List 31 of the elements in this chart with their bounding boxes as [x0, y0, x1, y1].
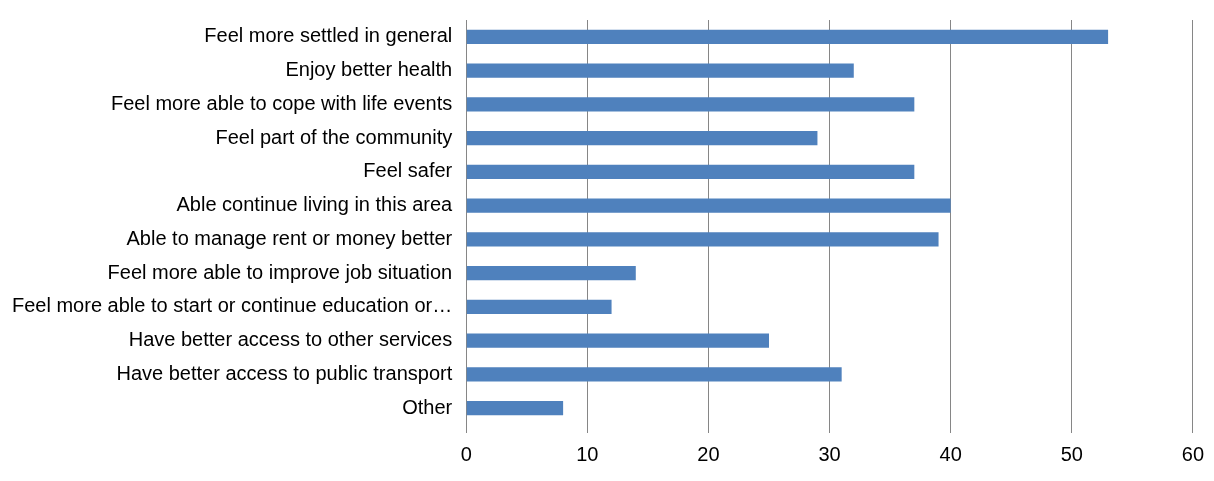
bar	[466, 164, 915, 179]
y-tick-label: Able continue living in this area	[176, 193, 454, 216]
x-tick-label: 30	[818, 442, 841, 465]
bar	[466, 131, 818, 146]
x-tick-label: 20	[697, 442, 720, 465]
bar	[466, 97, 915, 112]
y-tick-label: Feel more able to improve job situation	[107, 260, 453, 283]
bar	[466, 401, 564, 416]
y-tick-label: Feel more settled in general	[204, 24, 453, 47]
x-tick-label: 40	[939, 442, 962, 465]
bar	[466, 299, 612, 314]
y-tick-label: Feel safer	[363, 159, 453, 182]
y-tick-label: Other	[402, 395, 453, 418]
y-tick-label: Able to manage rent or money better	[126, 226, 453, 249]
y-tick-label: Enjoy better health	[285, 58, 453, 81]
y-tick-label: Feel more able to cope with life events	[110, 91, 453, 114]
y-tick-label: Feel part of the community	[215, 125, 453, 148]
x-tick-label: 10	[576, 442, 599, 465]
x-tick-label: 50	[1060, 442, 1083, 465]
y-tick-label: Have better access to public transport	[116, 361, 453, 384]
bar	[466, 63, 854, 78]
bar	[466, 333, 769, 348]
x-tick-label: 0	[460, 442, 472, 465]
bar	[466, 232, 939, 247]
y-tick-label: Feel more able to start or continue education or…	[12, 294, 453, 317]
x-tick-label: 60	[1181, 442, 1204, 465]
bar	[466, 367, 842, 382]
bar	[466, 198, 951, 213]
bar	[466, 29, 1109, 44]
bar	[466, 266, 636, 281]
y-tick-label: Have better access to other services	[128, 328, 453, 351]
